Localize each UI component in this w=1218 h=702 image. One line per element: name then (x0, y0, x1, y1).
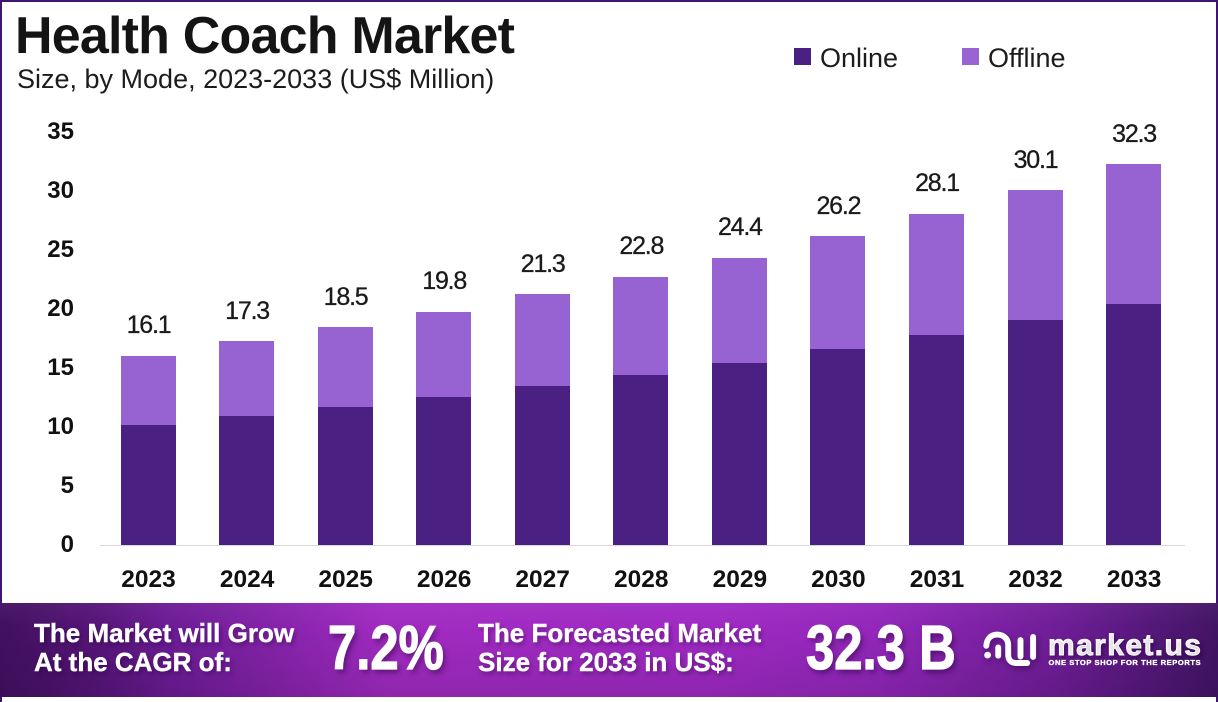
svg-text:ONE STOP SHOP FOR THE REPORTS: ONE STOP SHOP FOR THE REPORTS (1049, 658, 1202, 667)
svg-text:market.us: market.us (1048, 629, 1202, 662)
